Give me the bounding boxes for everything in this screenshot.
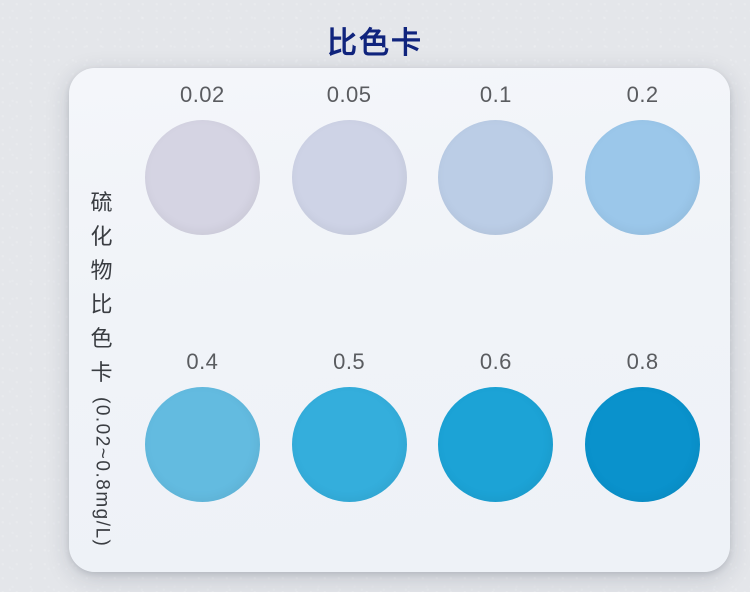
swatch: 0.02 (139, 82, 266, 295)
swatch: 0.2 (579, 82, 706, 295)
swatch-circle (145, 387, 260, 502)
swatch: 0.8 (579, 349, 706, 562)
swatch: 0.1 (433, 82, 560, 295)
swatch-grid: 0.02 0.05 0.1 0.2 0.4 0.5 0.6 0.8 (139, 82, 706, 562)
swatch: 0.05 (286, 82, 413, 295)
swatch-label: 0.02 (180, 82, 225, 108)
page-title: 比色卡 (0, 18, 750, 62)
swatch: 0.5 (286, 349, 413, 562)
card-side-label: 硫化物比色卡 (90, 190, 113, 385)
swatch-circle (292, 120, 407, 235)
swatch-label: 0.1 (480, 82, 512, 108)
swatch-label: 0.4 (186, 349, 218, 375)
swatch-circle (145, 120, 260, 235)
swatch-label: 0.8 (627, 349, 659, 375)
card-side-label-block: 硫化物比色卡 (0.02~0.8mg/L) (87, 186, 117, 557)
swatch-circle (292, 387, 407, 502)
swatch: 0.6 (433, 349, 560, 562)
swatch: 0.4 (139, 349, 266, 562)
swatch-label: 0.05 (327, 82, 372, 108)
swatch-circle (438, 120, 553, 235)
swatch-label: 0.5 (333, 349, 365, 375)
swatch-circle (585, 120, 700, 235)
swatch-label: 0.6 (480, 349, 512, 375)
swatch-circle (585, 387, 700, 502)
card-range-text: (0.02~0.8mg/L) (87, 397, 116, 547)
color-card: 硫化物比色卡 (0.02~0.8mg/L) 0.02 0.05 0.1 0.2 … (69, 68, 730, 572)
swatch-circle (438, 387, 553, 502)
swatch-label: 0.2 (627, 82, 659, 108)
